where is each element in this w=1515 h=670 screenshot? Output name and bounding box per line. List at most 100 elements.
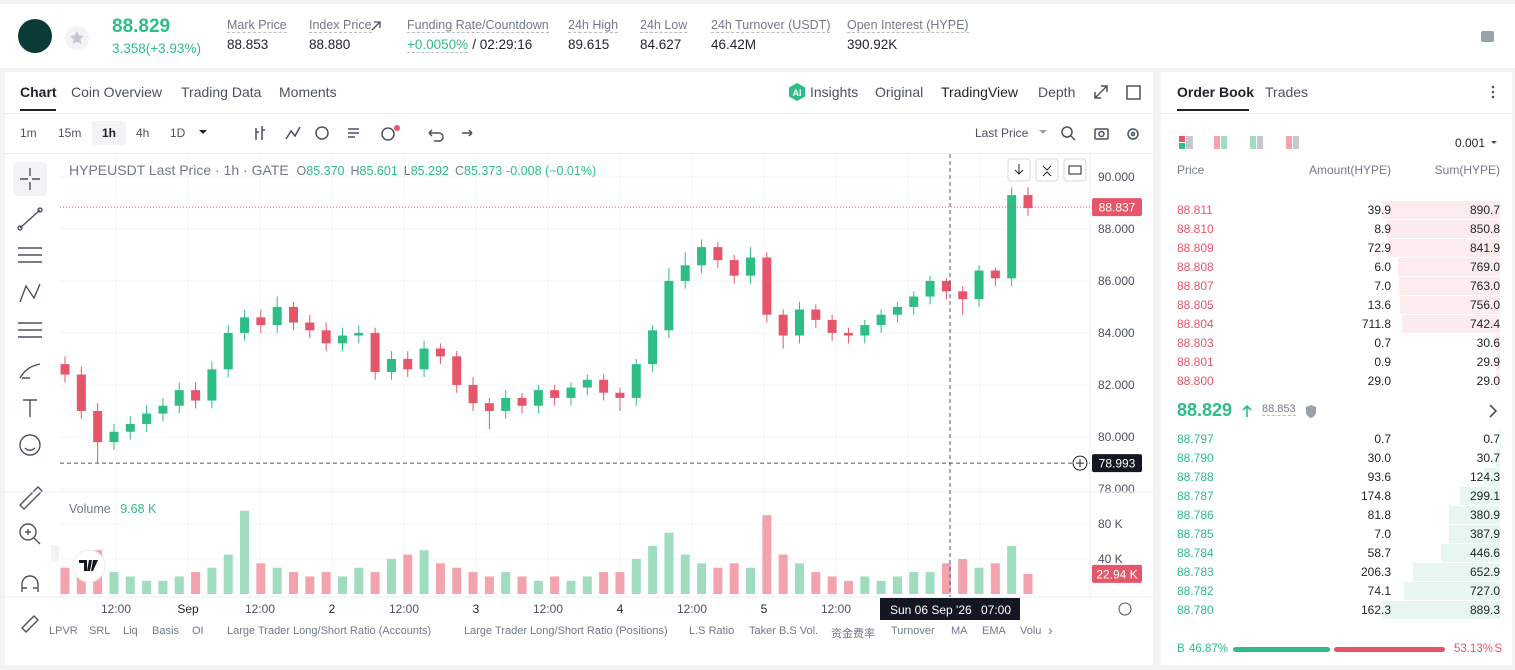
ob-amount: 7.0 xyxy=(1374,279,1391,293)
depth-bar xyxy=(1448,525,1500,543)
candlestick-chart: 12:00Sep12:00212:00312:00412:00512:00790… xyxy=(5,154,1153,620)
depth-bar xyxy=(1449,506,1500,524)
x-tick-label: 12:00 xyxy=(389,602,419,616)
ob-price: 88.785 xyxy=(1177,527,1214,541)
volume-bar xyxy=(746,567,756,594)
ob-amount: 29.0 xyxy=(1367,374,1391,388)
volume-bar xyxy=(1007,545,1017,594)
ob-price: 88.804 xyxy=(1177,317,1214,331)
depth-bar xyxy=(1388,239,1500,257)
candle-body xyxy=(664,280,674,331)
x-tick-label: 4 xyxy=(617,602,624,616)
favorite-star[interactable] xyxy=(64,25,90,51)
button-icon xyxy=(1014,164,1082,177)
volume-bar xyxy=(517,576,527,594)
candle-body xyxy=(191,390,201,401)
indicator-tab: Volu xyxy=(1020,625,1042,637)
indicator-tab: MA xyxy=(951,625,968,637)
volume-bar xyxy=(762,515,772,594)
stat-value: 46.42M xyxy=(711,37,757,52)
price-type[interactable]: Last Price xyxy=(975,126,1029,140)
candle-body xyxy=(370,332,380,372)
ob-amount: 0.9 xyxy=(1374,355,1391,369)
volume-bar xyxy=(876,580,886,594)
candle-body xyxy=(1007,195,1017,279)
ob-sum: 299.1 xyxy=(1469,489,1500,503)
stat-value: 84.627 xyxy=(640,37,682,52)
ohlc-value: 85.373 xyxy=(464,164,503,178)
interval: 1h xyxy=(102,126,117,140)
candle-body xyxy=(974,270,984,300)
depth-bar xyxy=(1440,544,1500,562)
ob-sum: 841.9 xyxy=(1469,241,1500,255)
candle-body xyxy=(876,314,886,326)
depth-bar xyxy=(1403,582,1500,600)
volume-bar xyxy=(990,563,1000,594)
ob-price: 88.809 xyxy=(1177,241,1214,255)
precision[interactable]: 0.001 xyxy=(1454,136,1485,150)
candle-body xyxy=(729,260,739,276)
candle-body xyxy=(289,306,299,323)
settings-icon[interactable] xyxy=(1478,27,1498,47)
ob-amount: 58.7 xyxy=(1367,546,1391,560)
candle-body xyxy=(386,358,396,372)
indicator-tab: LPVR xyxy=(49,625,78,637)
ob-sum: 756.0 xyxy=(1469,298,1500,312)
ob-menu-icons[interactable] xyxy=(1488,84,1512,164)
candle-body xyxy=(305,322,315,331)
depth-bar xyxy=(1382,601,1500,619)
candle-body xyxy=(909,296,919,307)
y-tick-label: 88.000 xyxy=(1098,222,1135,236)
ob-sum: 387.9 xyxy=(1469,527,1500,541)
panel-icons[interactable] xyxy=(1092,83,1152,103)
ob-sum: 850.8 xyxy=(1469,222,1500,236)
volume-bar xyxy=(125,576,135,594)
ob-sum: 0.7 xyxy=(1483,432,1500,446)
ohlc-value: 85.601 xyxy=(359,164,398,178)
volume-bar xyxy=(191,572,201,594)
stat-label: 24h Low xyxy=(640,18,688,33)
indicator-more: › xyxy=(1048,622,1053,638)
interval: 1D xyxy=(170,126,186,140)
depth-bar xyxy=(1483,468,1500,486)
chart-legend: HYPEUSDT Last Price · 1h · GATE O85.370 H… xyxy=(69,162,596,178)
volume-bar xyxy=(631,558,641,594)
candle-body xyxy=(60,364,70,375)
ob-sum: 30.7 xyxy=(1476,451,1500,465)
volume-bar xyxy=(648,545,658,594)
volume-bar xyxy=(550,576,560,594)
indicator-tab: Taker B.S Vol. xyxy=(749,625,819,637)
candle-body xyxy=(435,348,445,357)
depth-bar xyxy=(1401,315,1500,333)
ob-price: 88.808 xyxy=(1177,260,1214,274)
ob-sum: 763.0 xyxy=(1469,279,1500,293)
drawing-toolbar xyxy=(13,162,47,633)
y-tick-label: 82.000 xyxy=(1098,378,1135,392)
volume-bar xyxy=(109,572,119,594)
volume-bar xyxy=(174,576,184,594)
volume-bar xyxy=(501,572,511,594)
book-view-icons[interactable] xyxy=(1176,134,1306,152)
ob-amount: 174.8 xyxy=(1360,489,1391,503)
funding-rate: +0.0050% xyxy=(407,37,469,53)
ob-price: 88.805 xyxy=(1177,298,1214,312)
ob-price: 88.784 xyxy=(1177,546,1214,560)
sell-label: S xyxy=(1494,643,1502,655)
stat-label: Open Interest (HYPE) xyxy=(847,18,969,33)
chart-settings-icons[interactable] xyxy=(1092,124,1147,144)
candle-body xyxy=(419,348,429,370)
legend-symbol: HYPEUSDT Last Price · 1h · GATE xyxy=(69,162,289,178)
ob-mark-price: 88.853 xyxy=(1262,403,1296,416)
volume-bar xyxy=(435,563,445,594)
candle-body xyxy=(762,257,772,315)
volume-bar xyxy=(272,567,282,594)
ob-price: 88.811 xyxy=(1177,203,1213,217)
candle-body xyxy=(860,325,870,336)
candle-body xyxy=(256,317,266,326)
indicator-tab: Large Trader Long/Short Ratio (Accounts) xyxy=(227,625,432,637)
indicator-tab: L.S Ratio xyxy=(689,625,735,637)
volume-bar xyxy=(223,554,233,594)
x-tick-label: 12:00 xyxy=(677,602,707,616)
candle-body xyxy=(452,356,462,385)
ob-chevron[interactable] xyxy=(1486,403,1500,419)
